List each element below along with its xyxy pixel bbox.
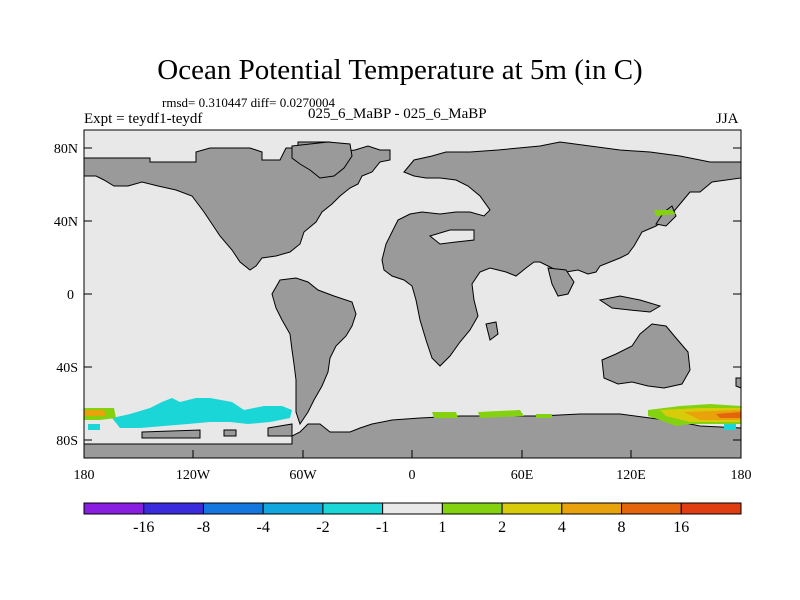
colorbar-label: -4	[257, 519, 270, 536]
land-antarctic-island	[223, 429, 237, 437]
experiment-label: Expt = teydf1-teydf	[84, 111, 203, 127]
colorbar-swatch	[441, 502, 503, 515]
lat-label-40n: 40N	[54, 215, 78, 230]
colorbar-label: 2	[498, 519, 506, 536]
anomaly-red-pacific	[716, 412, 741, 418]
colorbar-label: -8	[197, 519, 210, 536]
colorbar-label: 4	[558, 519, 566, 536]
lon-label-0: 0	[409, 468, 416, 483]
colorbar-swatch	[83, 502, 145, 515]
colorbar-swatch	[262, 502, 324, 515]
anomaly-green-atlantic	[432, 412, 458, 418]
anomaly-green-japan	[654, 210, 676, 216]
land-masses	[83, 141, 742, 459]
case-label: 025_6_MaBP - 025_6_MaBP	[308, 106, 487, 122]
lat-label-40s: 40S	[56, 361, 78, 376]
colorbar-swatch	[322, 502, 384, 515]
colorbar-swatch	[621, 502, 682, 515]
colorbar-swatch	[680, 502, 742, 515]
colorbar-label: -1	[376, 519, 389, 536]
land-madagascar	[485, 321, 499, 341]
lat-label-80n: 80N	[54, 142, 78, 157]
colorbar-label: -16	[133, 519, 154, 536]
colorbar-swatch	[382, 502, 443, 515]
land-south-america	[271, 277, 357, 426]
lon-label-120e: 120E	[616, 468, 646, 483]
lon-ticks	[192, 450, 632, 458]
lat-label-80s: 80S	[56, 434, 78, 449]
colorbar-swatch	[561, 502, 623, 515]
land-north-america	[83, 141, 391, 271]
lat-ticks	[84, 147, 741, 441]
land-india	[547, 267, 575, 297]
mediterranean	[428, 229, 475, 245]
stats-label: rmsd= 0.310447 diff= 0.0270004	[162, 95, 335, 110]
land-indonesia	[598, 295, 662, 313]
anomaly-contours	[84, 210, 741, 430]
map-title: Ocean Potential Temperature at 5m (in C)	[157, 54, 643, 86]
anomaly-cyan-main	[112, 398, 292, 428]
land-greenland	[291, 141, 353, 179]
land-australia	[601, 323, 691, 389]
lon-label-120w: 120W	[176, 468, 211, 483]
land-antarctic-peninsula	[141, 429, 201, 439]
colorbar-swatch	[143, 502, 204, 515]
lon-label-60e: 60E	[511, 468, 534, 483]
anomaly-green-indian-2	[536, 414, 552, 418]
lon-label-60w: 60W	[289, 468, 317, 483]
lon-label-180e: 180	[731, 468, 752, 483]
lon-label-180w: 180	[74, 468, 95, 483]
land-antarctic-coast-east	[267, 423, 293, 437]
colorbar-label: 8	[618, 519, 626, 536]
colorbar-label: 16	[673, 519, 689, 536]
anomaly-cyan-east	[724, 424, 736, 430]
colorbar-label: -2	[316, 519, 329, 536]
anomaly-orange-west	[84, 410, 106, 416]
anomaly-cyan-west	[88, 424, 100, 430]
colorbar: -16 -8 -4 -2 -1 1 2 4 8 16	[83, 502, 742, 536]
land-new-zealand	[735, 377, 742, 389]
land-eurasia-africa	[381, 141, 742, 367]
colorbar-swatch	[501, 502, 563, 515]
season-label: JJA	[716, 111, 739, 127]
anomaly-green-indian	[478, 410, 524, 418]
colorbar-swatch	[202, 502, 264, 515]
colorbar-label: 1	[438, 519, 446, 536]
lat-label-0: 0	[67, 288, 74, 303]
